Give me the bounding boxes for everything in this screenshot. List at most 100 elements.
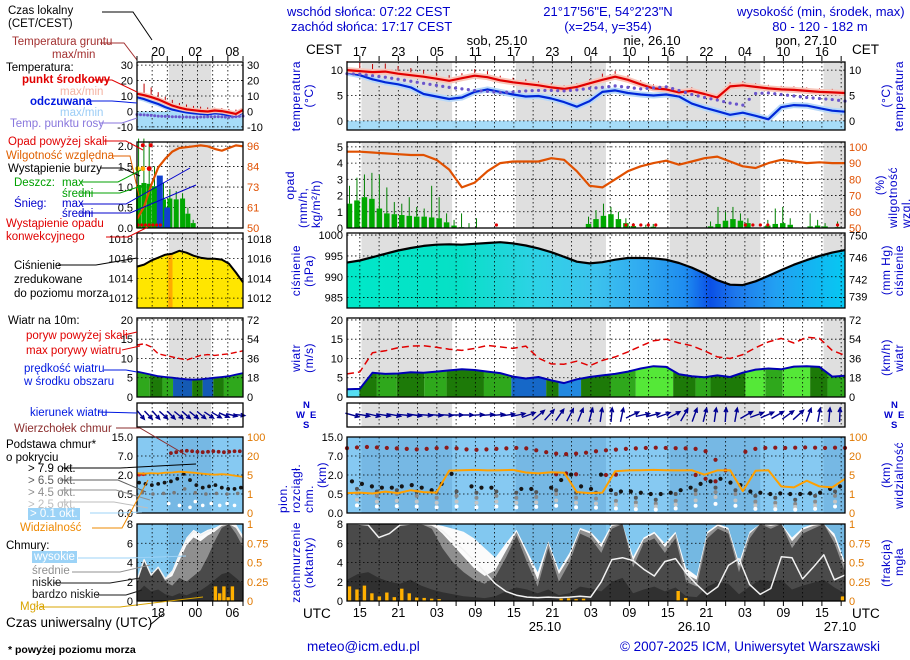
timezone-label-cet: CET xyxy=(852,42,879,57)
svg-text:20: 20 xyxy=(121,76,133,88)
svg-text:5: 5 xyxy=(127,373,133,385)
svg-text:985: 985 xyxy=(325,293,343,305)
axis-title-line: (°C) xyxy=(302,84,316,108)
svg-text:10: 10 xyxy=(331,353,343,365)
cest-tick-label: 23 xyxy=(545,45,560,59)
svg-text:0: 0 xyxy=(849,116,855,128)
axis-title-line: opad xyxy=(282,170,297,200)
sidebar-label-28: w środku obszaru xyxy=(24,376,115,388)
sidebar-label-10: Opad powyżej skali xyxy=(8,136,108,148)
mini-panel-temp: 30 20 10 0 -10 30 20 10 0 -10 xyxy=(117,60,263,134)
svg-text:0.5: 0.5 xyxy=(118,489,133,501)
svg-text:750: 750 xyxy=(849,231,867,243)
sidebar-label-45: Czas uniwersalny (UTC) xyxy=(6,615,153,630)
sidebar-label-33: > 7.9 okt. xyxy=(28,463,76,475)
mini-panel-okta: 8 6 4 2 0 1 0.75 0.5 0.25 0 xyxy=(127,519,269,607)
svg-text:0.0: 0.0 xyxy=(118,508,133,519)
sidebar-label-13: Deszcz: xyxy=(14,177,55,189)
axis-title-right-temp: (°C) temperatura xyxy=(878,61,908,131)
svg-text:1016: 1016 xyxy=(109,254,133,266)
mini-top-tick-label: 08 xyxy=(225,45,240,59)
day-label: sob, 25.10 xyxy=(466,33,528,48)
svg-text:1.5: 1.5 xyxy=(118,162,133,174)
svg-text:100: 100 xyxy=(849,142,867,154)
compass-E: E xyxy=(310,410,317,421)
sidebar-label-40: wysokie xyxy=(32,551,77,563)
svg-text:1014: 1014 xyxy=(247,273,271,285)
cest-tick-label: 10 xyxy=(622,45,637,59)
svg-text:1: 1 xyxy=(247,519,253,531)
cest-tick-label: 05 xyxy=(429,45,444,59)
svg-text:10: 10 xyxy=(121,353,133,365)
mini-bottom-tick-label: 06 xyxy=(225,606,240,620)
svg-text:70: 70 xyxy=(849,191,861,203)
mini-panel-precip: 2.0 1.5 1.0 0.5 0.0 96 84 73 61 50 xyxy=(118,138,259,234)
sidebar-label-16: Śnieg: xyxy=(14,198,47,210)
compass-E: E xyxy=(898,410,905,421)
sidebar-label-4: Temperatura: xyxy=(6,62,74,74)
svg-text:1.0: 1.0 xyxy=(118,182,133,194)
svg-text:0: 0 xyxy=(127,596,133,607)
date-label: 27.10 xyxy=(823,619,857,634)
svg-text:0.5: 0.5 xyxy=(247,558,262,570)
svg-text:20: 20 xyxy=(849,451,861,463)
svg-text:6: 6 xyxy=(127,538,133,550)
svg-text:5: 5 xyxy=(337,373,343,385)
sidebar-label-22: zredukowane xyxy=(14,274,83,286)
sidebar-label-24: Wiatr na 10m: xyxy=(8,315,80,327)
svg-text:1: 1 xyxy=(247,489,253,501)
day-label: nie, 26.10 xyxy=(623,33,681,48)
svg-text:0.5: 0.5 xyxy=(328,489,343,501)
compass-N: N xyxy=(891,400,898,411)
sidebar-label-39: Chmury: xyxy=(6,540,50,552)
svg-text:0.0: 0.0 xyxy=(118,223,133,234)
axis-title-line: (km) xyxy=(315,462,329,488)
svg-text:1014: 1014 xyxy=(109,273,133,285)
svg-text:0.5: 0.5 xyxy=(118,203,133,215)
axis-title-line: wilgotność wzgl. xyxy=(885,166,910,228)
sidebar-label-14: max xyxy=(62,177,84,189)
panel-cloud: 15.0 7.0 2.0 0.5 0.0 100 20 5 1 0 xyxy=(322,432,868,519)
svg-text:80: 80 xyxy=(849,174,861,186)
compass-W: W xyxy=(296,410,305,421)
cest-tick-label: 17 xyxy=(506,45,521,59)
svg-text:-10: -10 xyxy=(247,122,263,134)
svg-text:739: 739 xyxy=(849,291,867,303)
panel-press: 1000 995 990 985 750 746 742 739 xyxy=(319,230,867,309)
utc-tick-label: 09 xyxy=(468,606,483,620)
svg-text:36: 36 xyxy=(247,353,259,365)
sidebar-label-3: max/min xyxy=(52,49,96,61)
sidebar-label-23: do poziomu morza xyxy=(14,288,109,300)
axis-title-line: (oktanty) xyxy=(302,536,316,589)
svg-text:0: 0 xyxy=(247,508,253,519)
svg-text:-10: -10 xyxy=(117,122,133,134)
date-label: 26.10 xyxy=(677,619,711,634)
axis-title-left-wind: wiatr (m/s) xyxy=(288,318,318,397)
contact-email-link[interactable]: meteo@icm.edu.pl xyxy=(307,639,420,654)
sunset-text: zachód słońca: 17:17 CEST xyxy=(291,19,453,34)
axis-title-right-press: (mm Hg) ciśnienie xyxy=(878,233,908,308)
svg-text:50: 50 xyxy=(849,223,861,234)
sidebar-label-35: > 4.5 okt. xyxy=(28,487,76,499)
svg-text:5: 5 xyxy=(247,470,253,482)
mini-panel-cloud: 15.0 7.0 2.0 0.5 0.0 100 20 5 1 0 xyxy=(112,432,266,519)
svg-text:0.75: 0.75 xyxy=(849,538,870,550)
svg-text:72: 72 xyxy=(247,315,259,327)
utc-tick-label: 15 xyxy=(506,606,521,620)
svg-text:3: 3 xyxy=(337,174,343,186)
svg-text:0: 0 xyxy=(247,392,253,403)
sidebar-label-5: punkt środkowy xyxy=(22,74,111,86)
svg-text:90: 90 xyxy=(849,158,861,170)
svg-text:4: 4 xyxy=(337,558,343,570)
svg-text:1: 1 xyxy=(849,519,855,531)
svg-text:0: 0 xyxy=(127,106,133,118)
svg-text:742: 742 xyxy=(849,275,867,287)
mini-panel-press: 1018 1016 1014 1012 1018 1016 1014 1012 xyxy=(109,232,271,309)
svg-text:1018: 1018 xyxy=(247,234,271,246)
sidebar-label-29: kierunek wiatru xyxy=(30,407,108,419)
sidebar-label-21: Ciśnienie xyxy=(14,260,62,272)
sidebar-label-7: odczuwana xyxy=(30,96,92,108)
svg-text:30: 30 xyxy=(247,60,259,72)
